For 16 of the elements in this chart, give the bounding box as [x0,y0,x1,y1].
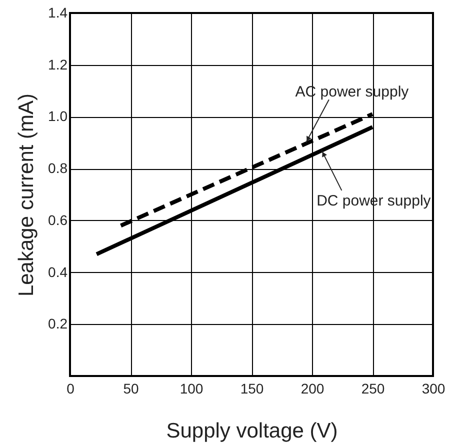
x-tick-label: 300 [422,380,446,396]
x-tick-label: 250 [361,380,385,396]
y-tick-label: 0.8 [48,160,68,176]
y-tick-label: 0.2 [48,316,68,332]
y-tick-label: 0.6 [48,212,68,228]
x-tick-label: 100 [180,380,204,396]
y-tick-label: 1.4 [48,4,68,20]
x-tick-label: 0 [66,380,75,396]
y-tick-label: 1.2 [48,56,68,72]
y-tick-label: 1.0 [48,108,68,124]
y-axis-title: Leakage current (mA) [15,93,38,297]
x-axis-title: Supply voltage (V) [166,420,338,442]
x-tick-label: 50 [123,380,139,396]
x-tick-label: 150 [240,380,264,396]
y-tick-label: 0.4 [48,264,68,280]
x-tick-label: 200 [300,380,324,396]
